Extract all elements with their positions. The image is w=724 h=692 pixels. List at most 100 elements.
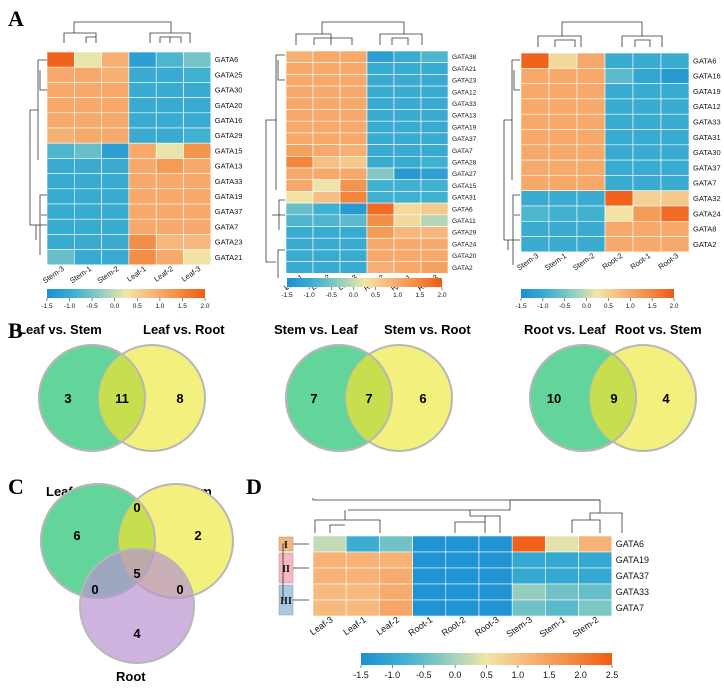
column-label: Root-2 (440, 614, 468, 638)
colorbar-tick-label: -0.5 (559, 303, 571, 310)
heatmap-cell (366, 167, 395, 180)
heatmap-cell (339, 74, 368, 87)
heatmap-cell (520, 159, 550, 176)
heatmap-cell (339, 97, 368, 110)
heatmap-cell (660, 83, 690, 100)
dendrogram-a3 (503, 21, 663, 265)
heatmap-cell (339, 226, 368, 239)
heatmap-cell (183, 82, 212, 98)
heatmap-cell (74, 142, 102, 159)
heatmap-cell (183, 203, 212, 220)
row-label: GATA33 (452, 101, 477, 108)
heatmap-cell (128, 82, 157, 98)
heatmap-cell (578, 599, 613, 617)
heatmap-cell (420, 202, 449, 216)
column-label: Root-1 (406, 614, 434, 638)
heatmap-cell (366, 261, 395, 274)
heatmap-cell (548, 52, 578, 69)
heatmap-cell (420, 50, 449, 63)
panel-label-d: D (246, 474, 262, 499)
heatmap-cell (46, 158, 75, 174)
heatmap-cell (285, 62, 314, 75)
group-label: II (282, 564, 290, 575)
row-label: GATA33 (693, 118, 721, 127)
row-label: GATA30 (693, 148, 721, 157)
colorbar-tick-label: 0.0 (110, 303, 119, 310)
row-label: GATA15 (215, 146, 243, 155)
heatmap-cell (101, 158, 130, 174)
heatmap-cell (285, 191, 314, 204)
heatmap-cell (128, 188, 157, 205)
column-label: Stem-1 (538, 614, 568, 639)
heatmap-cell (548, 129, 578, 146)
row-label: GATA8 (693, 225, 716, 234)
heatmap-cell (393, 191, 422, 204)
colorbar-tick-label: 2.5 (606, 670, 619, 680)
heatmap-cell (183, 127, 212, 144)
heatmap-cell (312, 214, 341, 227)
heatmap-cell (339, 156, 368, 169)
venn-b1-left-count: 3 (64, 391, 71, 406)
row-label: GATA24 (693, 209, 721, 218)
venn-b2-left-count: 7 (310, 391, 317, 406)
heatmap-cell (366, 179, 395, 192)
row-label: GATA16 (215, 116, 243, 125)
row-label: GATA23 (215, 238, 243, 247)
heatmap-cell (285, 179, 314, 192)
heatmap-cell (604, 205, 634, 222)
row-label: GATA28 (452, 160, 477, 167)
venn-pairs: Leaf vs. Stem Leaf vs. Root 3 11 8 Stem … (18, 322, 702, 452)
heatmap-cell (420, 62, 449, 75)
venn-b3-left-label: Root vs. Leaf (524, 322, 606, 337)
heatmap-cell (478, 583, 513, 601)
row-label: GATA24 (452, 241, 477, 248)
heatmap-cell (548, 221, 578, 237)
heatmap-cell (128, 158, 157, 174)
row-label: GATA7 (616, 603, 644, 613)
heatmap-cell (604, 190, 634, 207)
heatmap-cell (412, 583, 447, 601)
venn-b1-shared-count: 11 (115, 391, 129, 406)
heatmap-cell (285, 202, 314, 216)
heatmap-cell (312, 109, 341, 122)
heatmap-cell (420, 179, 449, 192)
heatmap-cell (576, 83, 606, 100)
heatmap-cell (345, 583, 380, 601)
heatmap-cell (74, 127, 102, 144)
heatmap-cell (604, 175, 634, 191)
heatmap-cell (604, 52, 634, 69)
colorbar-tick-label: 2.0 (437, 292, 446, 299)
row-label: GATA21 (452, 66, 477, 73)
heatmap-cell (545, 535, 579, 553)
heatmap-cell (339, 179, 368, 192)
heatmap-cell (632, 159, 662, 176)
heatmap-cell (660, 190, 690, 207)
column-label: Leaf-3 (180, 264, 203, 284)
heatmap-cell (128, 112, 157, 129)
heatmap-cell (128, 127, 157, 144)
heatmap-cell (345, 599, 380, 617)
heatmap-cell (379, 535, 413, 553)
heatmap-cell (520, 68, 550, 84)
heatmap-cell (74, 51, 102, 68)
heatmap-cell (285, 85, 314, 99)
heatmap-cell (576, 175, 606, 191)
colorbar-tick-label: 0.5 (133, 303, 142, 310)
heatmap-cell (366, 226, 395, 239)
heatmap-cell (285, 120, 314, 134)
dendrogram-a1 (29, 21, 191, 255)
venn-c-leaf-root: 0 (91, 582, 98, 597)
heatmap-cell (632, 68, 662, 84)
heatmap-cell (393, 85, 422, 99)
heatmap-cell (576, 129, 606, 146)
heatmap-cell (576, 113, 606, 130)
heatmap-cell (312, 50, 341, 63)
heatmap-cell (445, 583, 480, 601)
heatmap-cell (366, 132, 395, 145)
heatmap-cell (632, 144, 662, 161)
heatmap-cell (74, 188, 102, 205)
heatmap-cell (339, 202, 368, 216)
colorbar-tick-label: 0.5 (371, 292, 380, 299)
heatmap-cell (366, 85, 395, 99)
